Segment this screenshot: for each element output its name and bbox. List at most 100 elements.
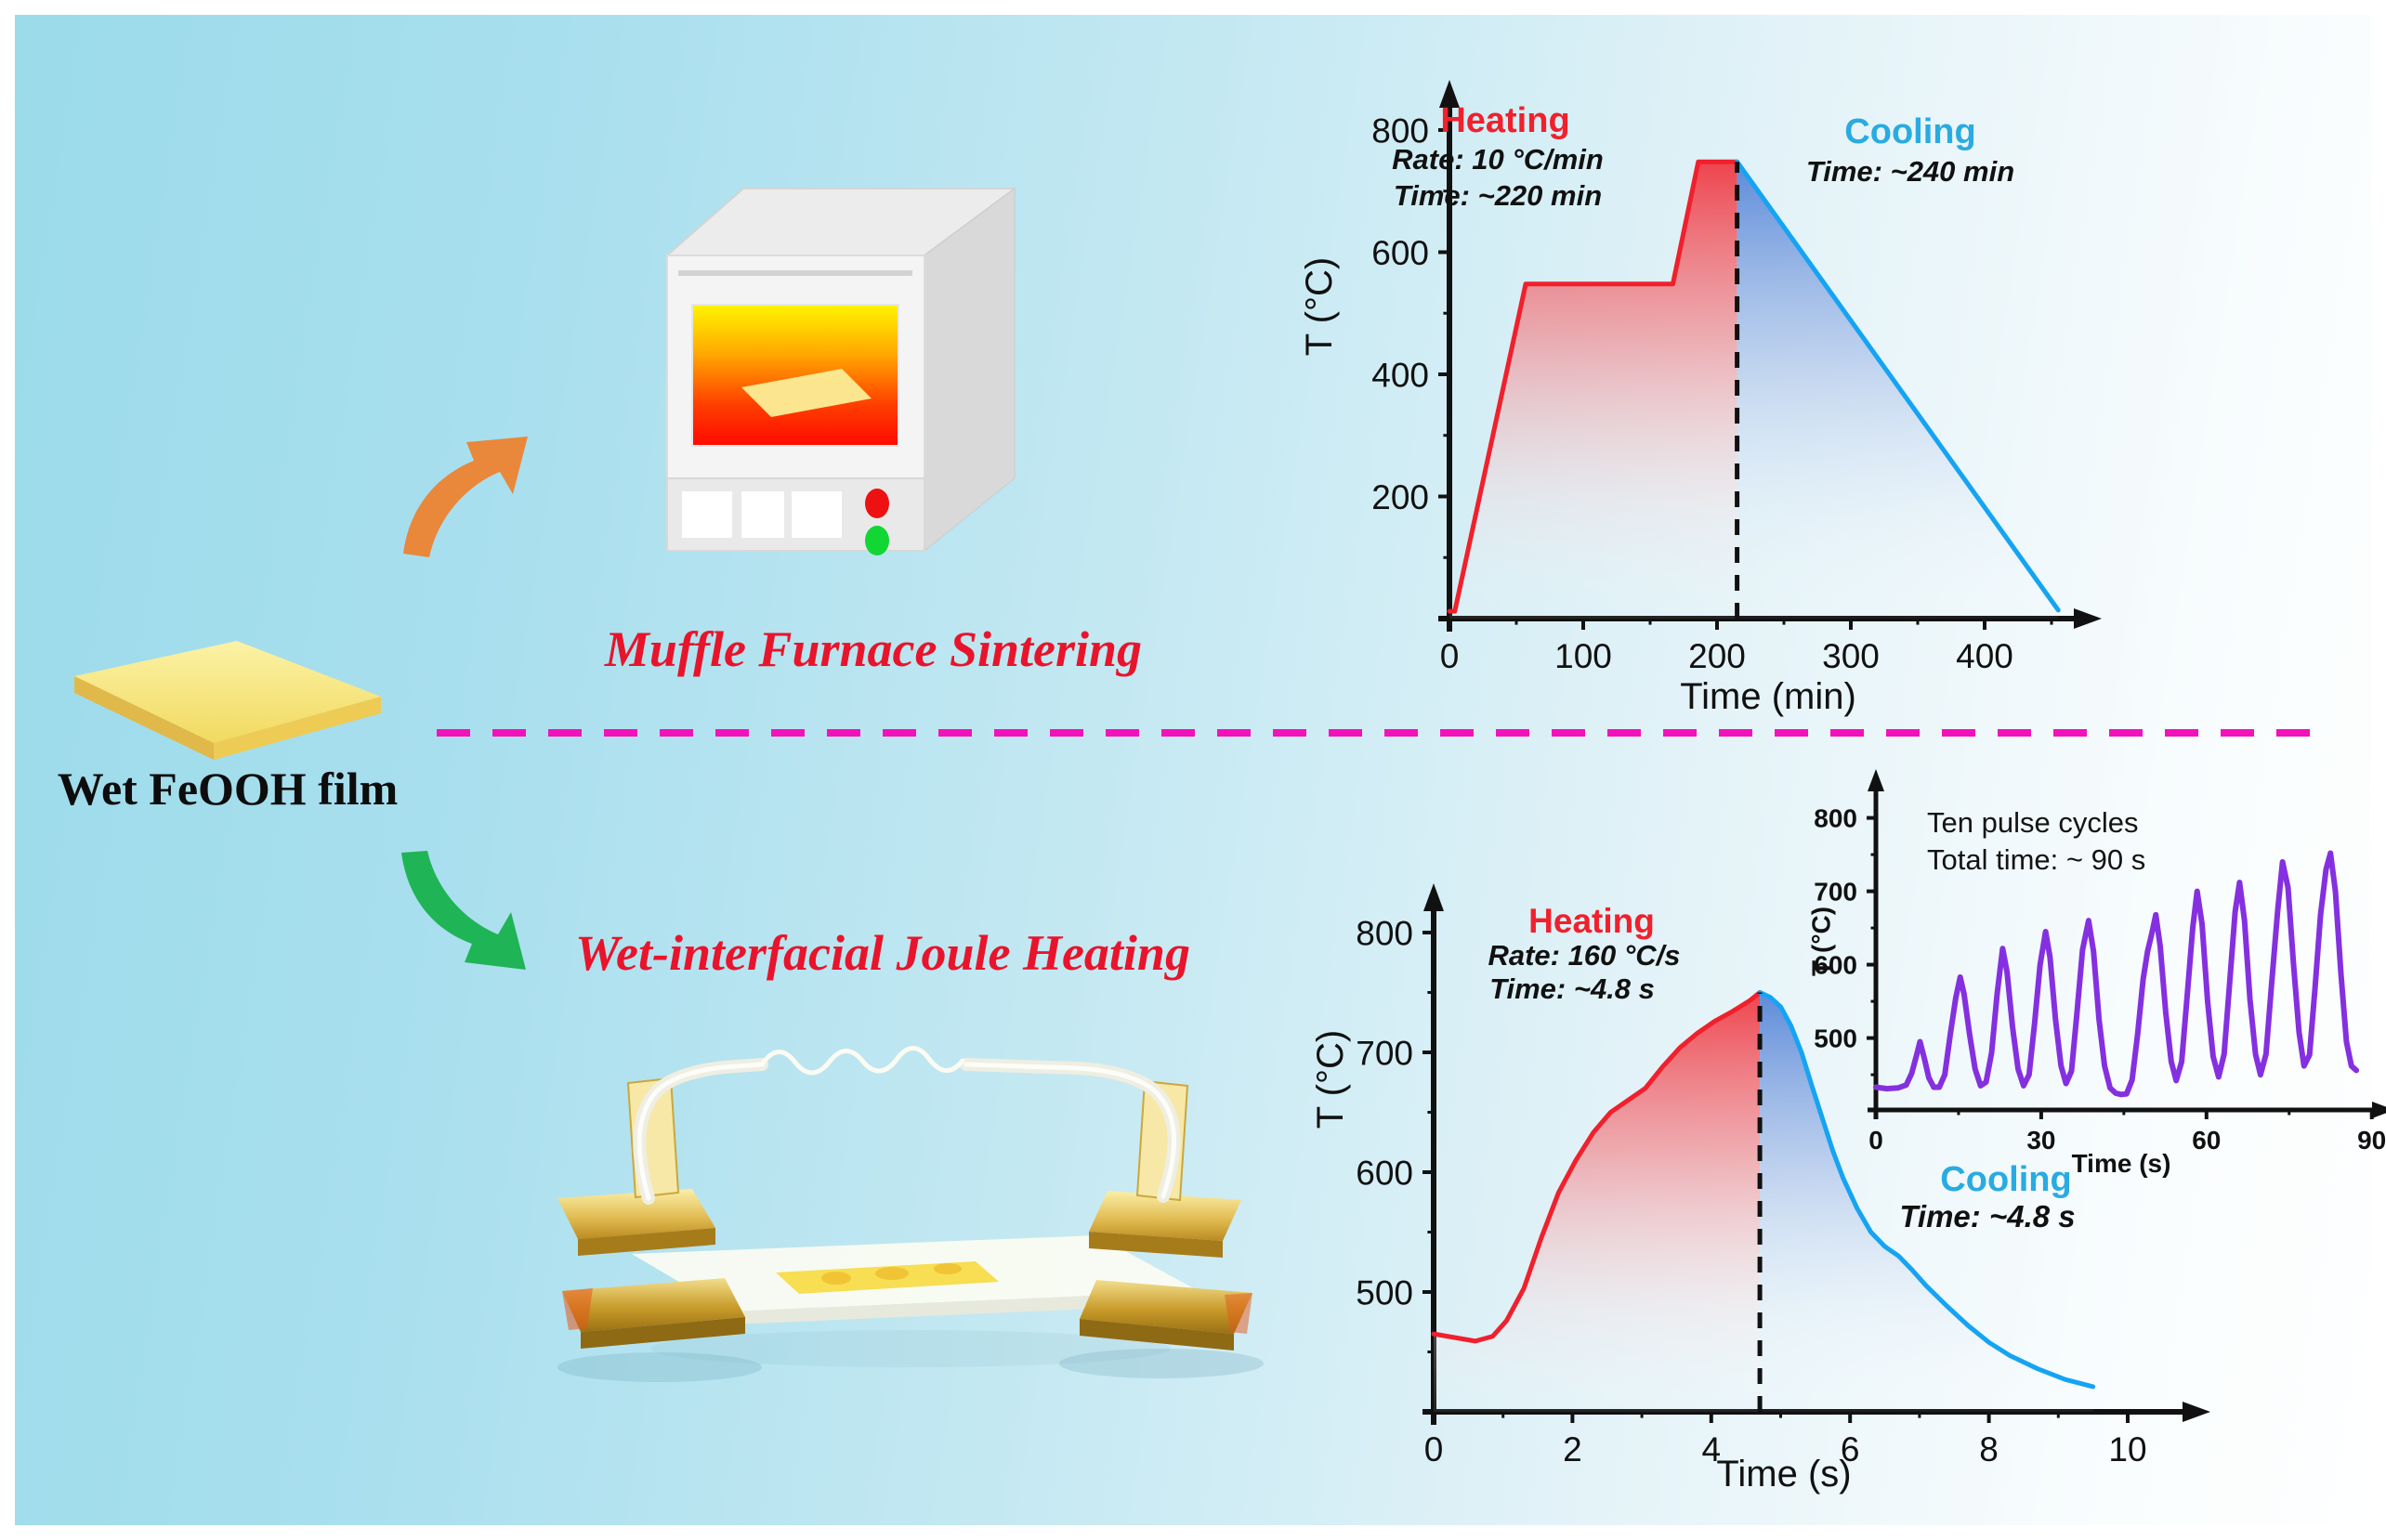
svg-text:0: 0 (1424, 1430, 1444, 1468)
furnace-button-2 (741, 491, 784, 538)
furnace-profile-chart: 0 100 200 300 400 200 400 600 800 (1371, 80, 2102, 675)
heating-area-fill (1449, 162, 1737, 619)
svg-text:800: 800 (1356, 914, 1413, 952)
bottom-xaxis-title: Time (s) (1716, 1454, 1852, 1494)
svg-text:600: 600 (1356, 1154, 1413, 1192)
left-clamp-lower-bar (562, 1278, 745, 1332)
route-bottom-title: Wet-interfacial Joule Heating (575, 925, 1190, 981)
svg-text:600: 600 (1371, 234, 1429, 272)
svg-text:60: 60 (2192, 1126, 2221, 1155)
bottom-heating-rate: Rate: 160 °C/s (1488, 939, 1681, 972)
bottom-heating-time: Time: ~4.8 s (1489, 972, 1655, 1005)
svg-text:300: 300 (1822, 637, 1880, 675)
cooling-curve (1735, 159, 2061, 613)
left-clamp-lower-edge (581, 1317, 745, 1349)
top-yaxis-title: T (°C) (1299, 256, 1340, 357)
top-heating-time: Time: ~220 min (1393, 179, 1603, 212)
svg-text:100: 100 (1554, 637, 1612, 675)
top-cooling-label: Cooling (1844, 112, 1976, 151)
film-top-face (74, 641, 381, 743)
film-front-edge (214, 697, 381, 760)
right-clamp-top-edge (1089, 1232, 1223, 1258)
right-clamp-top-bar (1089, 1191, 1241, 1241)
svg-text:8: 8 (1979, 1430, 1999, 1468)
glow-spot-3 (934, 1263, 962, 1274)
film-label: Wet FeOOH film (57, 763, 399, 815)
svg-text:400: 400 (1371, 356, 1429, 394)
svg-text:2: 2 (1563, 1430, 1582, 1468)
chart-plot-group: 0 2 4 6 8 10 500 600 700 800 (1356, 914, 2146, 1468)
svg-text:90: 90 (2357, 1126, 2386, 1155)
svg-text:700: 700 (1356, 1034, 1413, 1072)
film-left-edge (74, 676, 214, 760)
joule-profile-chart: 0 2 4 6 8 10 500 600 700 800 (1356, 883, 2210, 1468)
furnace-door-seam (678, 270, 912, 276)
svg-text:600: 600 (1814, 951, 1857, 980)
furnace-button-1 (682, 491, 732, 538)
svg-text:10: 10 (2108, 1430, 2146, 1468)
furnace-window (691, 304, 899, 447)
glow-spot-1 (821, 1272, 851, 1285)
top-heating-label: Heating (1440, 101, 1570, 140)
bottom-cooling-time: Time: ~4.8 s (1899, 1199, 2076, 1233)
inset-xaxis-title: Time (s) (2071, 1149, 2171, 1178)
svg-text:200: 200 (1688, 637, 1746, 675)
route-top-title: Muffle Furnace Sintering (604, 621, 1143, 677)
chart-plot-group: 0 30 60 90 500 600 700 800 (1814, 804, 2386, 1155)
left-clamp-top-bar (557, 1189, 715, 1239)
left-wire-highlight (636, 1062, 765, 1201)
svg-text:500: 500 (1356, 1273, 1413, 1312)
background-gradient (15, 15, 2371, 1525)
orange-curved-arrow-icon (403, 437, 528, 557)
heating-curve (1447, 159, 1740, 614)
svg-text:6: 6 (1841, 1430, 1860, 1468)
furnace-red-indicator-light (865, 489, 889, 518)
bottom-yaxis-title: T (°C) (1310, 1029, 1351, 1129)
glow-spot-2 (875, 1267, 909, 1280)
right-clamp-hot-glint (1225, 1293, 1252, 1334)
heating-area-fill (1434, 992, 1761, 1412)
svg-text:800: 800 (1814, 804, 1857, 833)
left-clamp-top-edge (578, 1228, 715, 1256)
furnace-button-3 (792, 491, 842, 538)
furnace-green-indicator-light (865, 526, 889, 555)
joule-heating-device-illustration (557, 1046, 1264, 1382)
cooling-curve (1757, 990, 2096, 1390)
inset-title-line1: Ten pulse cycles (1927, 806, 2139, 839)
top-cooling-time: Time: ~240 min (1805, 155, 2015, 188)
right-wire-highlight (964, 1062, 1177, 1199)
heating-curve (1431, 990, 1763, 1344)
svg-text:800: 800 (1371, 111, 1429, 150)
bottom-heating-label: Heating (1528, 902, 1655, 940)
svg-text:700: 700 (1814, 878, 1857, 907)
right-clamp-shadow (1059, 1349, 1264, 1378)
wet-feooh-film-icon (74, 641, 381, 760)
device-shadow (650, 1330, 1171, 1367)
svg-text:400: 400 (1956, 637, 2013, 675)
right-clamp-lower-edge (1080, 1319, 1234, 1351)
cooling-area-fill (1760, 992, 2093, 1412)
green-arrow-shape (401, 851, 526, 970)
green-curved-arrow-icon (401, 851, 526, 970)
svg-text:4: 4 (1702, 1430, 1722, 1468)
chart-plot-group: 0 100 200 300 400 200 400 600 800 (1371, 111, 2061, 675)
right-clamp-lower-bar (1080, 1280, 1252, 1334)
svg-text:500: 500 (1814, 1024, 1857, 1053)
top-xaxis-title: Time (min) (1680, 676, 1856, 717)
svg-text:0: 0 (1868, 1126, 1883, 1155)
left-clamp-shadow (557, 1352, 762, 1382)
top-heating-rate: Rate: 10 °C/min (1392, 143, 1604, 176)
muffle-furnace-illustration (664, 188, 1018, 555)
svg-text:0: 0 (1440, 637, 1460, 675)
film-inside-furnace (741, 369, 872, 417)
left-clamp-hot-glint (562, 1288, 593, 1330)
ten pulse cycles-curve (1873, 850, 2360, 1098)
pulse-cycles-inset-chart: 0 30 60 90 500 600 700 800 (1814, 769, 2386, 1155)
heater-coil-squiggle (759, 1046, 965, 1076)
svg-text:200: 200 (1371, 478, 1429, 516)
bottom-cooling-label: Cooling (1940, 1160, 2072, 1199)
svg-text:30: 30 (2026, 1126, 2055, 1155)
orange-arrow-shape (403, 437, 528, 557)
substrate-front-edge (729, 1291, 1200, 1325)
